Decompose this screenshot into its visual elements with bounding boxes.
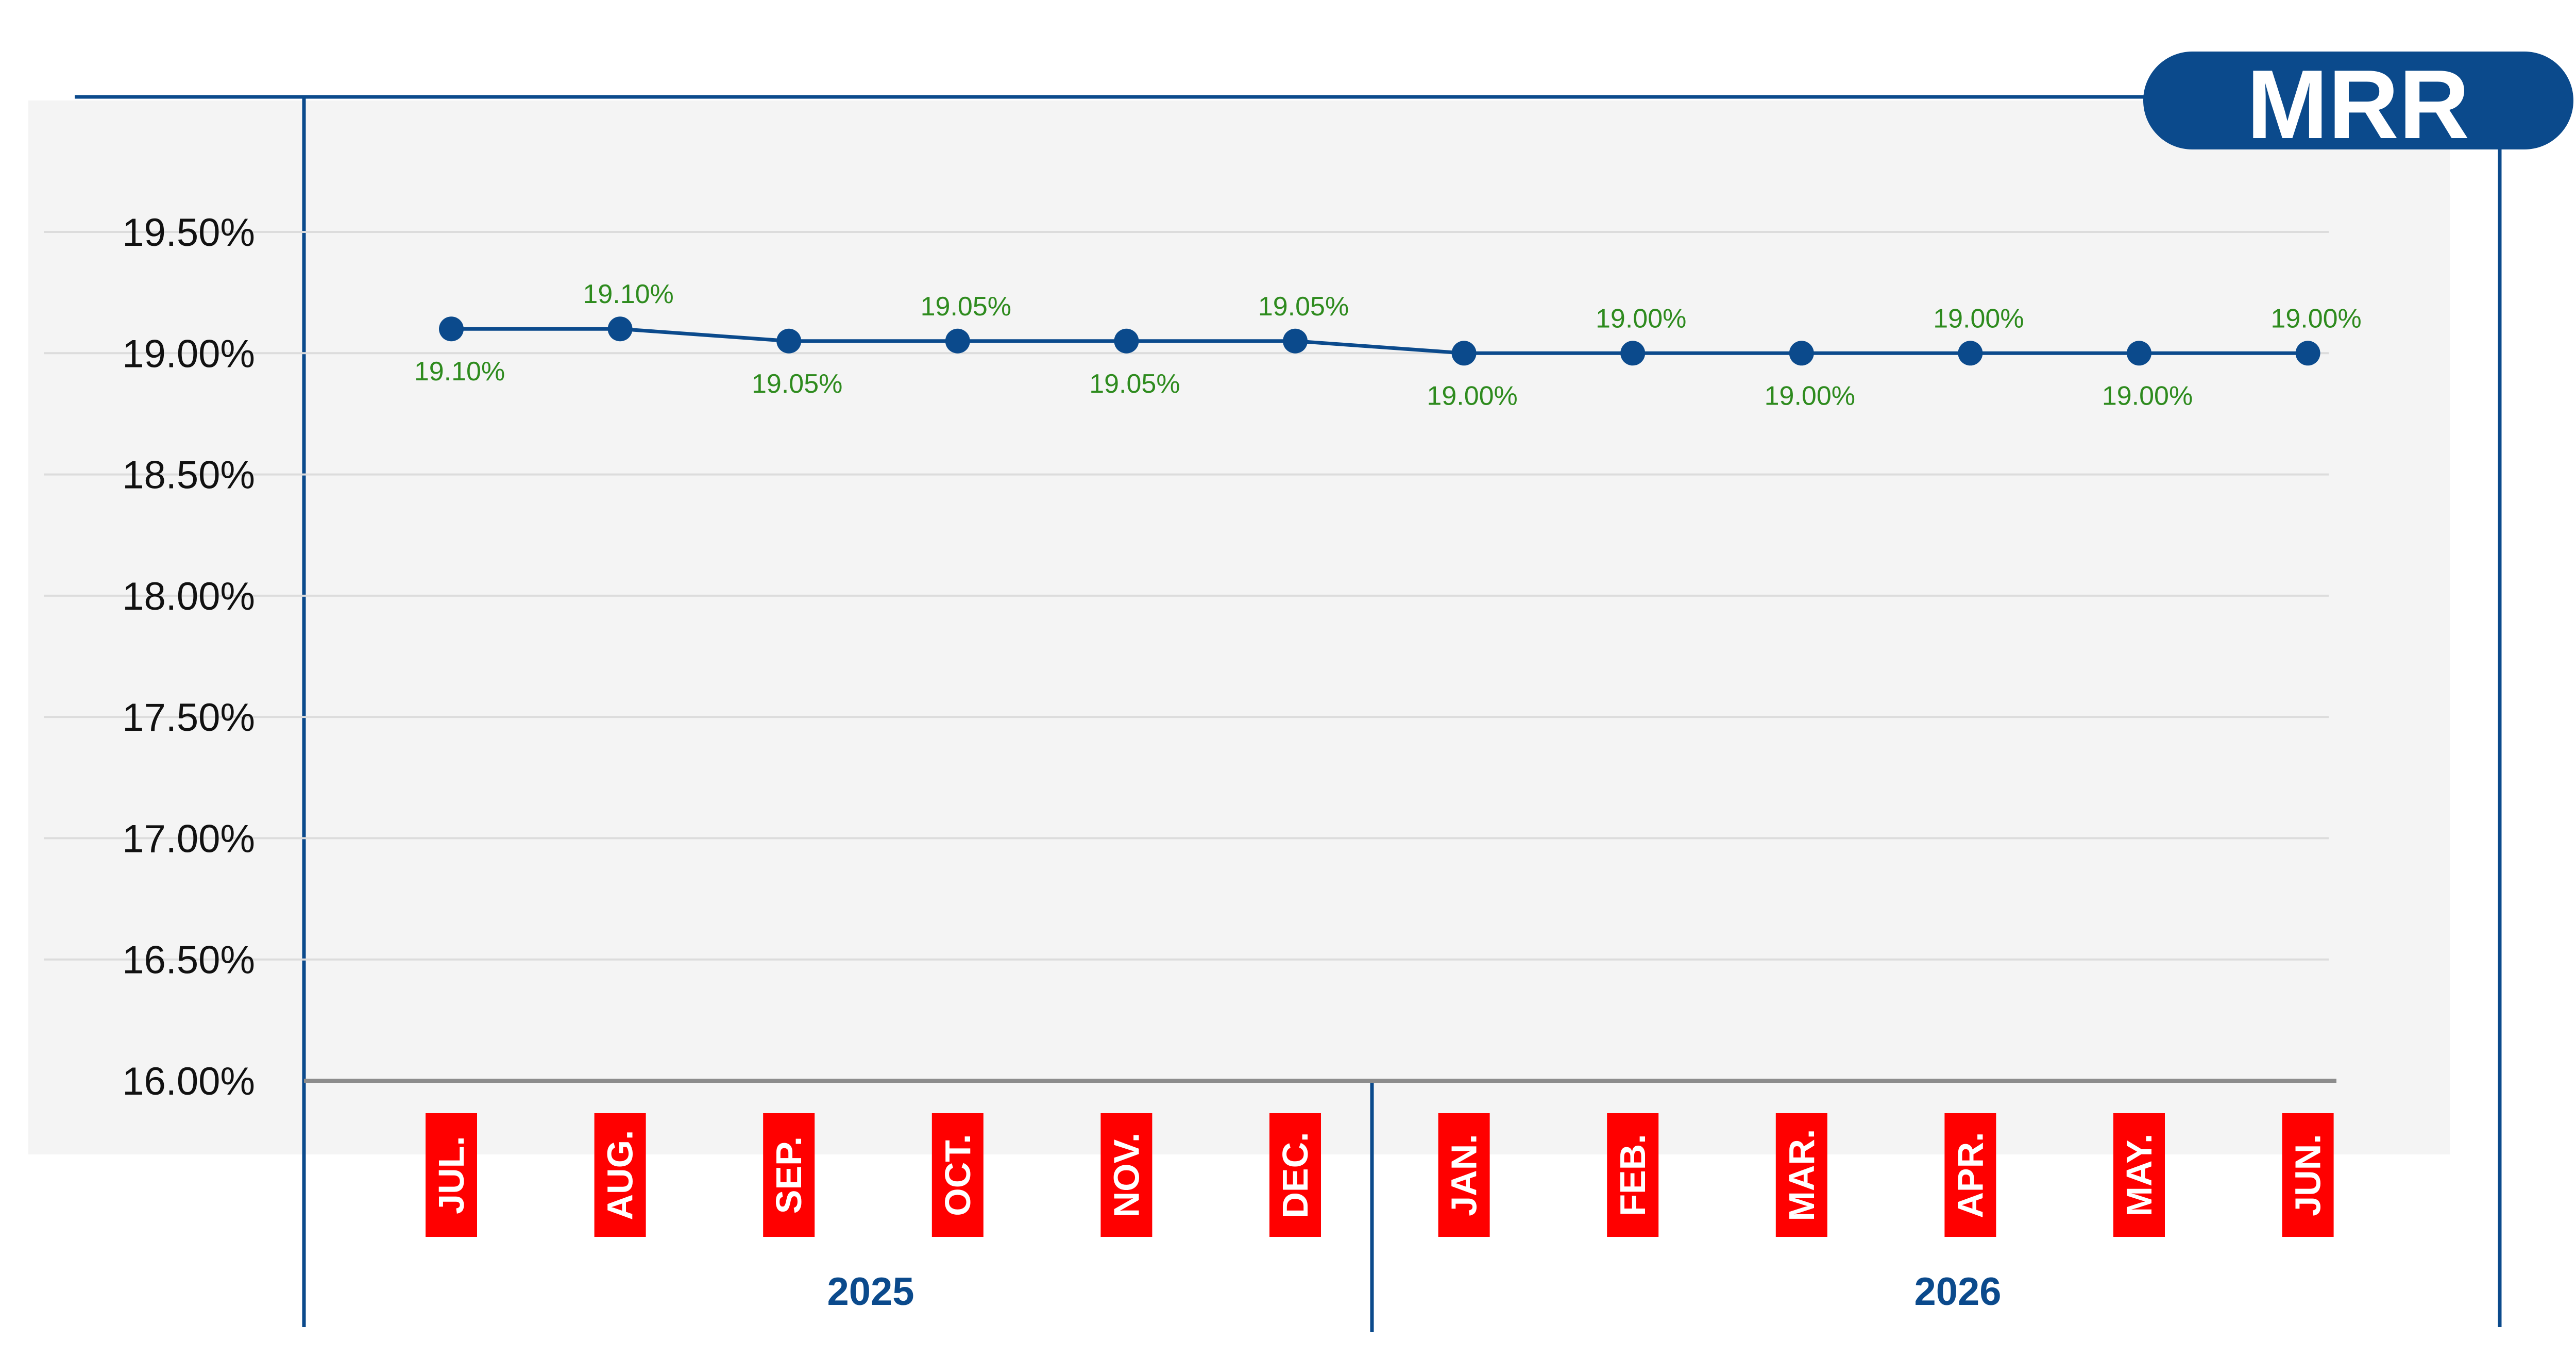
data-labels: 19.10% 19.10% 19.05% 19.05% 19.05% 19.05% 19.0… [414,279,2362,411]
month-label-box: JAN. [1438,1113,1490,1237]
month-label-box: APR. [1944,1113,1996,1237]
year-label: 2026 [1914,1270,2001,1314]
month-label-box: MAY. [2113,1113,2165,1237]
y-tick-label: 18.00% [122,575,255,618]
month-box-bg [2113,1113,2165,1237]
data-point [945,328,970,354]
month-label: DEC. [1275,1132,1315,1218]
data-label: 19.05% [921,292,1011,322]
data-point [1789,341,1814,366]
y-tick-label: 16.00% [122,1060,255,1103]
month-label: MAR. [1782,1129,1822,1221]
month-labels: JUL. AUG. SEP. OCT. NOV. DEC. JAN. FEB. MAR. APR.… [426,1113,2334,1237]
y-tick-label: 17.00% [122,817,255,861]
month-label-box: JUN. [2282,1113,2334,1237]
series-line [451,327,2308,355]
data-label: 19.00% [1933,304,2024,333]
month-box-bg [1944,1113,1996,1237]
month-label-box: JUL. [426,1113,477,1237]
data-point [776,328,802,354]
data-label: 19.10% [414,357,505,387]
month-label: JAN. [1444,1134,1484,1216]
data-label: 19.00% [2270,304,2361,333]
data-label: 19.05% [752,369,842,399]
year-label: 2025 [827,1270,914,1314]
data-label: 19.00% [2102,381,2193,411]
y-tick-labels: 19.50% 19.00% 18.50% 18.00% 17.50% 17.00% 16.5… [122,211,255,1103]
month-box-bg [1100,1113,1153,1237]
month-box-bg [763,1113,815,1237]
month-label: AUG. [600,1130,640,1220]
data-label: 19.10% [583,279,673,309]
month-label-box: OCT. [931,1113,984,1237]
month-label: APR. [1950,1132,1990,1218]
month-label: FEB. [1613,1134,1653,1216]
data-point [2295,341,2320,366]
month-box-bg [1607,1113,1659,1237]
month-label: SEP. [769,1136,809,1214]
y-tick-label: 17.50% [122,696,255,740]
month-label: JUN. [2288,1134,2328,1216]
month-label: MAY. [2119,1134,2159,1217]
month-label-box: DEC. [1269,1113,1321,1237]
data-label: 19.00% [1427,381,1517,411]
y-tick-label: 19.00% [122,332,255,376]
data-point [439,316,464,342]
data-point [607,316,633,342]
data-label: 19.05% [1089,369,1180,399]
y-tick-label: 19.50% [122,211,255,255]
data-label: 19.05% [1258,292,1349,322]
year-labels: 2025 2026 [827,1270,2001,1314]
month-label: JUL. [431,1136,471,1214]
data-point [1283,328,1308,354]
plot-background [28,100,2450,1154]
data-point [1620,341,1646,366]
month-box-bg [594,1113,646,1237]
month-box-bg [1438,1113,1490,1237]
month-label-box: SEP. [763,1113,815,1237]
month-label-box: AUG. [594,1113,646,1237]
month-label: OCT. [938,1134,978,1216]
month-label-box: NOV. [1100,1113,1153,1237]
y-tick-label: 18.50% [122,454,255,497]
month-box-bg [1775,1113,1827,1237]
month-box-bg [2282,1113,2334,1237]
month-label-box: MAR. [1775,1113,1827,1237]
data-point [1114,328,1139,354]
month-box-bg [426,1113,477,1237]
data-point [1451,341,1477,366]
data-point [2127,341,2151,366]
data-point [1958,341,1983,366]
month-label-box: FEB. [1607,1113,1659,1237]
grid-layer [44,231,2329,961]
month-label: NOV. [1106,1133,1146,1218]
badge-label: MRR [2247,50,2470,159]
month-box-bg [1269,1113,1321,1237]
mrr-badge: MRR [2143,50,2573,159]
data-label: 19.00% [1596,304,1686,333]
data-points [439,316,2320,366]
y-tick-label: 16.50% [122,938,255,982]
month-box-bg [931,1113,984,1237]
data-label: 19.00% [1765,381,1855,411]
